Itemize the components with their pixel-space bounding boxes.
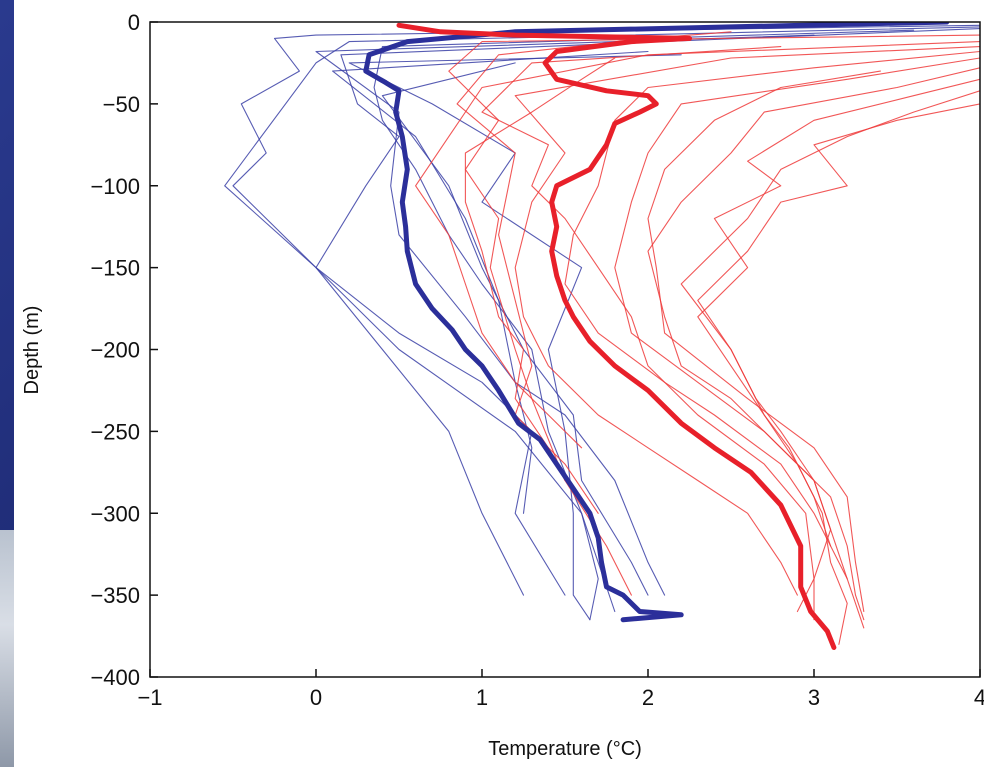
profile-red-21 bbox=[481, 46, 815, 613]
y-axis-label: Depth (m) bbox=[21, 306, 43, 395]
y-tick-label: −100 bbox=[90, 174, 140, 199]
x-tick-label: 3 bbox=[808, 685, 820, 710]
y-tick-label: 0 bbox=[128, 10, 140, 35]
x-tick-label: 0 bbox=[310, 685, 322, 710]
profile-blue-6 bbox=[315, 34, 815, 596]
plot-frame bbox=[149, 21, 981, 678]
profile-blue-5 bbox=[373, 29, 915, 621]
x-tick-label: 1 bbox=[476, 685, 488, 710]
profile-blue-9 bbox=[332, 50, 649, 514]
profile-red-17 bbox=[680, 90, 980, 580]
profile-red-16 bbox=[697, 78, 980, 645]
mean-profile-red-1 bbox=[396, 22, 837, 650]
figure-panel: −1 0 1 2 3 4 0 −50 −100 −150 −200 −250 −300 −350 −400… bbox=[14, 0, 984, 767]
profile-blue-3 bbox=[224, 26, 980, 596]
y-tick-label: −400 bbox=[90, 665, 140, 690]
profile-red-13 bbox=[564, 50, 980, 629]
x-axis-label: Temperature (°C) bbox=[488, 738, 642, 760]
mean-profile-blue-0 bbox=[363, 22, 950, 623]
profile-blue-2 bbox=[232, 24, 980, 596]
y-tick-label: −250 bbox=[90, 419, 140, 444]
y-tick-label: −300 bbox=[90, 501, 140, 526]
temperature-depth-chart: −1 0 1 2 3 4 0 −50 −100 −150 −200 −250 −300 −350 −400… bbox=[21, 10, 984, 760]
profile-blue-4 bbox=[315, 28, 980, 613]
profile-red-11 bbox=[415, 41, 980, 449]
profile-blue-7 bbox=[348, 54, 682, 621]
y-tick-label: −150 bbox=[90, 256, 140, 281]
y-tick-label: −350 bbox=[90, 583, 140, 608]
profile-red-10 bbox=[448, 34, 980, 596]
series-layer bbox=[224, 22, 980, 650]
profile-red-22 bbox=[464, 57, 616, 482]
profile-red-15 bbox=[647, 67, 980, 621]
x-tick-label: −1 bbox=[137, 685, 162, 710]
x-tick-label: 4 bbox=[974, 685, 984, 710]
y-tick-label: −50 bbox=[103, 92, 140, 117]
profile-red-12 bbox=[514, 46, 980, 596]
y-tick-label: −200 bbox=[90, 338, 140, 363]
x-axis: −1 0 1 2 3 4 bbox=[137, 669, 984, 710]
profile-red-18 bbox=[697, 103, 980, 547]
profile-red-20 bbox=[456, 31, 732, 514]
profile-red-19 bbox=[647, 70, 881, 613]
x-tick-label: 2 bbox=[642, 685, 654, 710]
y-axis: 0 −50 −100 −150 −200 −250 −300 −350 −400 bbox=[90, 10, 158, 690]
